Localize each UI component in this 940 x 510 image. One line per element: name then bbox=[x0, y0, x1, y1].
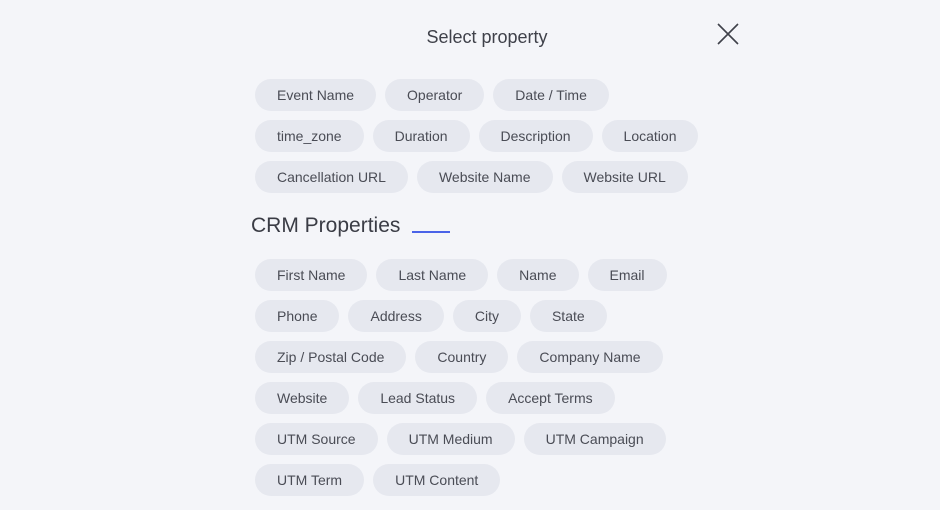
property-chip-cancellation-url[interactable]: Cancellation URL bbox=[255, 161, 408, 193]
property-chip-country[interactable]: Country bbox=[415, 341, 509, 373]
crm-section-title: CRM Properties bbox=[251, 214, 401, 237]
property-chip-city[interactable]: City bbox=[452, 300, 521, 332]
chip-row: time_zone Duration Description Location bbox=[255, 120, 699, 152]
property-chip-location[interactable]: Location bbox=[601, 120, 699, 152]
property-chip-event-name[interactable]: Event Name bbox=[255, 79, 377, 111]
property-chip-utm-source[interactable]: UTM Source bbox=[255, 423, 378, 455]
property-chip-address[interactable]: Address bbox=[348, 300, 444, 332]
property-chip-zip-postal-code[interactable]: Zip / Postal Code bbox=[255, 341, 407, 373]
property-chip-operator[interactable]: Operator bbox=[385, 79, 485, 111]
chip-row: Website Lead Status Accept Terms bbox=[255, 382, 667, 414]
chip-row: UTM Source UTM Medium UTM Campaign bbox=[255, 423, 667, 455]
property-chip-duration[interactable]: Duration bbox=[372, 120, 470, 152]
property-chip-company-name[interactable]: Company Name bbox=[517, 341, 663, 373]
chip-row: Zip / Postal Code Country Company Name bbox=[255, 341, 667, 373]
property-chip-website-url[interactable]: Website URL bbox=[561, 161, 688, 193]
chip-row: Cancellation URL Website Name Website URL bbox=[255, 161, 698, 193]
property-chip-email[interactable]: Email bbox=[587, 259, 667, 291]
crm-section-header: CRM Properties bbox=[251, 214, 451, 238]
chip-row: First Name Last Name Name Email bbox=[255, 259, 667, 291]
close-icon bbox=[717, 23, 739, 45]
crm-title-underline bbox=[412, 231, 451, 233]
close-button[interactable] bbox=[716, 22, 740, 46]
chip-row: Phone Address City State bbox=[255, 300, 667, 332]
event-properties-group: Event Name Operator Date / Time time_zone Du… bbox=[255, 79, 699, 202]
property-chip-last-name[interactable]: Last Name bbox=[376, 259, 489, 291]
chip-row: UTM Term UTM Content bbox=[255, 464, 667, 496]
property-chip-name[interactable]: Name bbox=[497, 259, 579, 291]
property-chip-utm-medium[interactable]: UTM Medium bbox=[386, 423, 515, 455]
property-chip-website-name[interactable]: Website Name bbox=[416, 161, 553, 193]
property-chip-description[interactable]: Description bbox=[478, 120, 593, 152]
property-chip-date-time[interactable]: Date / Time bbox=[493, 79, 609, 111]
property-chip-accept-terms[interactable]: Accept Terms bbox=[486, 382, 615, 414]
property-chip-website[interactable]: Website bbox=[255, 382, 350, 414]
chip-row: Event Name Operator Date / Time bbox=[255, 79, 698, 111]
property-chip-utm-content[interactable]: UTM Content bbox=[373, 464, 501, 496]
property-chip-first-name[interactable]: First Name bbox=[255, 259, 368, 291]
crm-properties-group: First Name Last Name Name Email Phone Address… bbox=[255, 259, 667, 505]
property-chip-utm-campaign[interactable]: UTM Campaign bbox=[523, 423, 666, 455]
dialog-title: Select property bbox=[426, 27, 548, 47]
property-chip-lead-status[interactable]: Lead Status bbox=[358, 382, 478, 414]
property-chip-phone[interactable]: Phone bbox=[255, 300, 340, 332]
property-chip-state[interactable]: State bbox=[529, 300, 607, 332]
property-chip-time-zone[interactable]: time_zone bbox=[255, 120, 364, 152]
property-chip-utm-term[interactable]: UTM Term bbox=[255, 464, 365, 496]
